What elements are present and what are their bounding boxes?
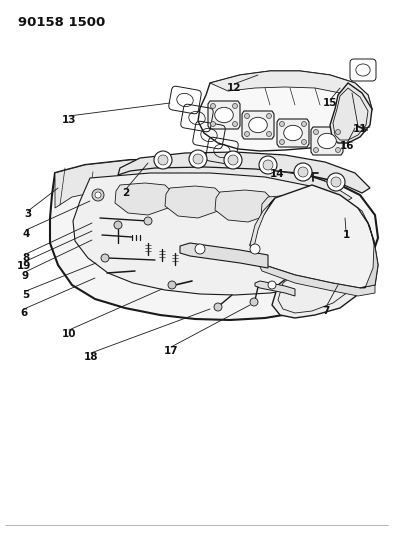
Text: 16: 16 xyxy=(340,141,354,151)
Circle shape xyxy=(193,154,203,164)
Circle shape xyxy=(158,155,168,165)
Circle shape xyxy=(233,103,237,109)
Circle shape xyxy=(211,103,215,109)
Text: 90158 1500: 90158 1500 xyxy=(18,17,105,29)
Circle shape xyxy=(294,163,312,181)
Polygon shape xyxy=(250,185,378,288)
Text: 17: 17 xyxy=(164,346,178,356)
Polygon shape xyxy=(215,190,275,222)
Text: 13: 13 xyxy=(62,115,76,125)
Circle shape xyxy=(327,173,345,191)
Ellipse shape xyxy=(284,125,302,141)
Circle shape xyxy=(244,132,250,136)
Text: 5: 5 xyxy=(22,290,29,300)
Circle shape xyxy=(250,298,258,306)
Circle shape xyxy=(101,254,109,262)
Circle shape xyxy=(336,130,340,134)
Circle shape xyxy=(250,244,260,254)
Circle shape xyxy=(92,189,104,201)
Circle shape xyxy=(244,114,250,118)
Polygon shape xyxy=(165,186,225,218)
Circle shape xyxy=(314,148,318,152)
Ellipse shape xyxy=(249,117,267,133)
Text: 18: 18 xyxy=(84,352,98,362)
Circle shape xyxy=(114,221,122,229)
Text: 19: 19 xyxy=(17,261,31,271)
Text: 11: 11 xyxy=(353,124,367,134)
Polygon shape xyxy=(277,119,309,147)
Text: 12: 12 xyxy=(227,83,241,93)
Circle shape xyxy=(314,130,318,134)
Circle shape xyxy=(301,140,307,144)
Text: 2: 2 xyxy=(122,188,130,198)
Text: 10: 10 xyxy=(62,329,76,339)
Text: 15: 15 xyxy=(323,98,337,108)
Circle shape xyxy=(228,155,238,165)
Polygon shape xyxy=(118,152,370,193)
Polygon shape xyxy=(50,160,378,320)
Polygon shape xyxy=(330,83,372,143)
Ellipse shape xyxy=(215,107,233,123)
Polygon shape xyxy=(311,127,343,155)
Polygon shape xyxy=(242,111,274,139)
Polygon shape xyxy=(180,243,268,268)
Circle shape xyxy=(263,160,273,170)
Text: 6: 6 xyxy=(20,308,28,318)
Circle shape xyxy=(336,148,340,152)
Circle shape xyxy=(266,114,272,118)
Circle shape xyxy=(331,177,341,187)
Circle shape xyxy=(168,281,176,289)
Circle shape xyxy=(224,151,242,169)
Polygon shape xyxy=(55,160,352,208)
Circle shape xyxy=(266,132,272,136)
Polygon shape xyxy=(358,208,378,288)
Text: 8: 8 xyxy=(22,253,29,263)
Circle shape xyxy=(195,244,205,254)
Circle shape xyxy=(279,140,285,144)
Text: 7: 7 xyxy=(322,306,330,316)
Circle shape xyxy=(233,122,237,126)
Polygon shape xyxy=(210,71,372,109)
Text: 9: 9 xyxy=(22,271,29,281)
Text: 3: 3 xyxy=(24,209,31,219)
Circle shape xyxy=(259,156,277,174)
Ellipse shape xyxy=(318,133,336,149)
Polygon shape xyxy=(255,281,295,296)
Circle shape xyxy=(214,303,222,311)
Circle shape xyxy=(95,192,101,198)
Circle shape xyxy=(154,151,172,169)
Polygon shape xyxy=(261,195,320,228)
Text: 14: 14 xyxy=(270,169,284,179)
Circle shape xyxy=(301,122,307,126)
Polygon shape xyxy=(272,193,372,318)
Circle shape xyxy=(279,122,285,126)
Polygon shape xyxy=(115,183,175,215)
Circle shape xyxy=(298,167,308,177)
Circle shape xyxy=(144,217,152,225)
Polygon shape xyxy=(208,101,240,129)
Polygon shape xyxy=(198,71,372,151)
Polygon shape xyxy=(258,263,375,296)
Polygon shape xyxy=(250,198,275,265)
Circle shape xyxy=(211,122,215,126)
Text: 4: 4 xyxy=(22,229,30,239)
Text: 1: 1 xyxy=(342,230,350,240)
Circle shape xyxy=(189,150,207,168)
Circle shape xyxy=(268,281,276,289)
Polygon shape xyxy=(73,173,362,295)
